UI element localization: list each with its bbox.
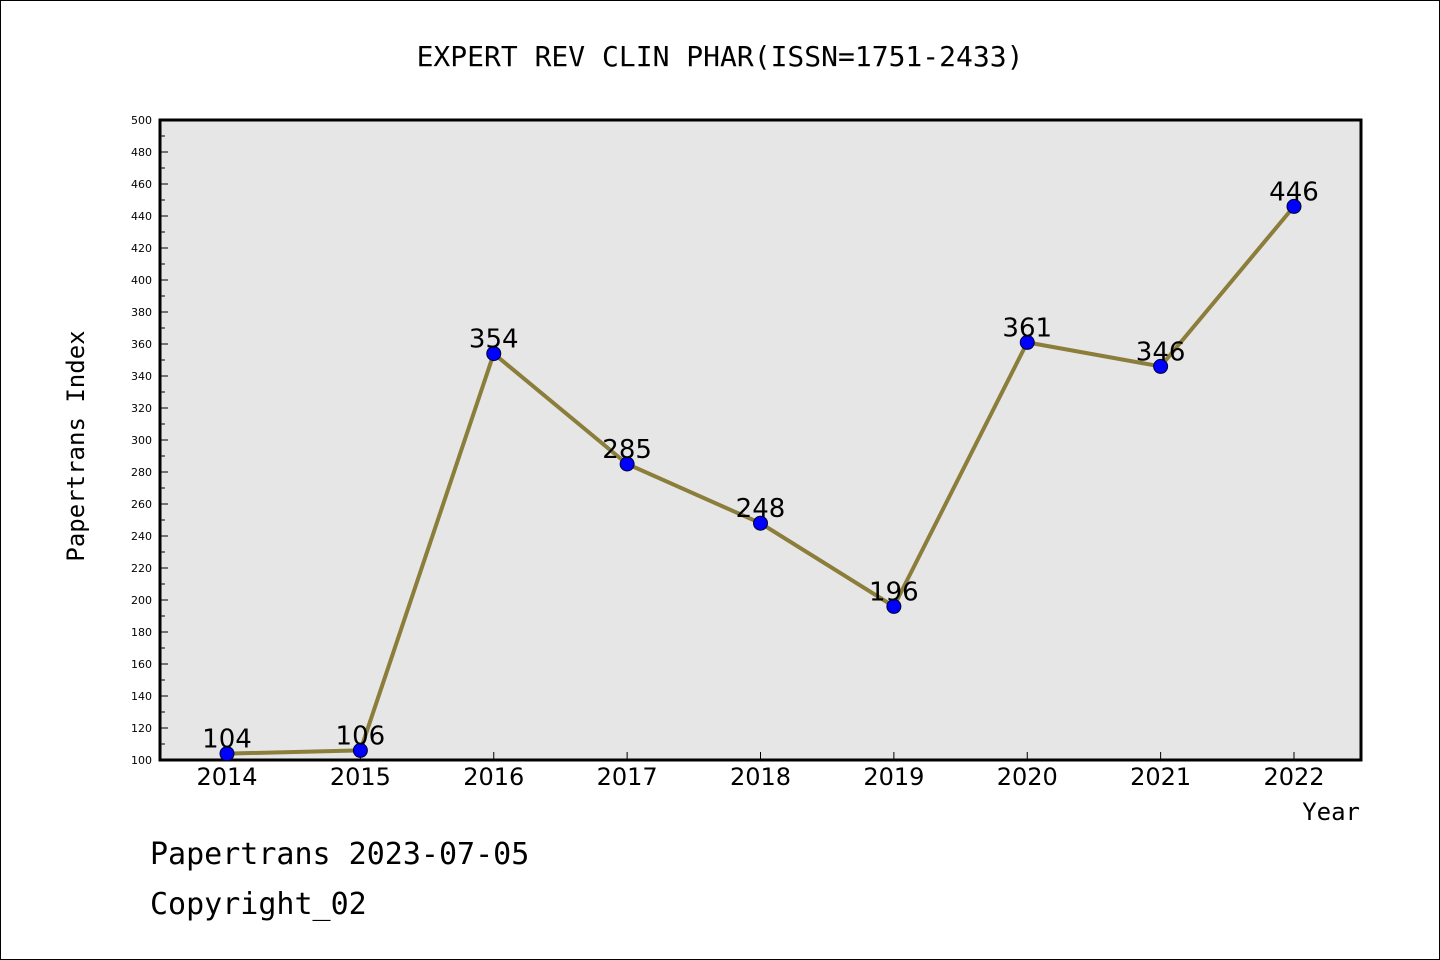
y-tick-label: 280 <box>131 466 152 479</box>
data-point <box>886 598 902 614</box>
y-tick-label: 480 <box>131 146 152 159</box>
x-tick-label: 2016 <box>463 763 524 791</box>
x-tick-label: 2021 <box>1130 763 1191 791</box>
data-label: 106 <box>336 721 386 751</box>
data-label: 196 <box>869 577 919 607</box>
data-point <box>486 346 502 362</box>
y-tick-label: 120 <box>131 722 152 735</box>
y-tick-label: 380 <box>131 306 152 319</box>
plot-area <box>158 118 1363 762</box>
y-axis: 100 120 140 160 180 200 220 240 260 280 300 320 340 3… <box>131 114 168 767</box>
x-tick-label: 2015 <box>330 763 391 791</box>
data-label: 446 <box>1269 177 1319 207</box>
data-labels-group: 104 106 354 285 248 196 361 346 446 <box>202 177 1319 754</box>
data-point <box>619 456 635 472</box>
markers-group <box>219 198 1302 762</box>
data-point <box>1019 334 1035 350</box>
x-tick-label: 2019 <box>863 763 924 791</box>
footer-date: Papertrans 2023-07-05 <box>150 837 529 872</box>
data-point <box>753 515 768 531</box>
x-tick-label: 2014 <box>196 763 257 791</box>
y-tick-label: 260 <box>131 498 152 511</box>
y-tick-label: 160 <box>131 658 152 671</box>
x-tick-label: 2020 <box>997 763 1058 791</box>
x-tick-label: 2017 <box>597 763 658 791</box>
y-tick-label: 460 <box>131 178 152 191</box>
x-axis: 2014 2015 2016 2017 2018 2019 2020 2021 2022 <box>196 752 1325 791</box>
y-tick-label: 440 <box>131 210 152 223</box>
y-tick-label: 100 <box>131 754 152 767</box>
x-tick-label: 2022 <box>1263 763 1324 791</box>
y-tick-label: 180 <box>131 626 152 639</box>
chart-title: EXPERT REV CLIN PHAR(ISSN=1751-2433) <box>417 40 1024 73</box>
y-tick-label: 420 <box>131 242 152 255</box>
data-point <box>1286 198 1302 214</box>
y-tick-label: 360 <box>131 338 152 351</box>
y-tick-label: 340 <box>131 370 152 383</box>
y-axis-label: Papertrans Index <box>62 330 90 561</box>
data-label: 104 <box>202 725 252 755</box>
data-label: 361 <box>1002 313 1052 343</box>
y-tick-label: 320 <box>131 402 152 415</box>
data-label: 354 <box>469 325 519 355</box>
data-label: 346 <box>1136 337 1186 367</box>
y-tick-label: 400 <box>131 274 152 287</box>
data-point <box>352 742 368 758</box>
footer-copyright: Copyright_02 <box>150 887 367 922</box>
data-label: 248 <box>736 494 786 524</box>
y-tick-label: 200 <box>131 594 152 607</box>
x-tick-label: 2018 <box>730 763 791 791</box>
y-tick-label: 500 <box>131 114 152 127</box>
data-point <box>219 746 235 762</box>
y-tick-label: 240 <box>131 530 152 543</box>
y-tick-label: 220 <box>131 562 152 575</box>
y-tick-label: 300 <box>131 434 152 447</box>
data-point <box>1153 358 1169 374</box>
y-tick-label: 140 <box>131 690 152 703</box>
x-axis-label: Year <box>1302 798 1360 826</box>
data-label: 285 <box>602 435 652 465</box>
